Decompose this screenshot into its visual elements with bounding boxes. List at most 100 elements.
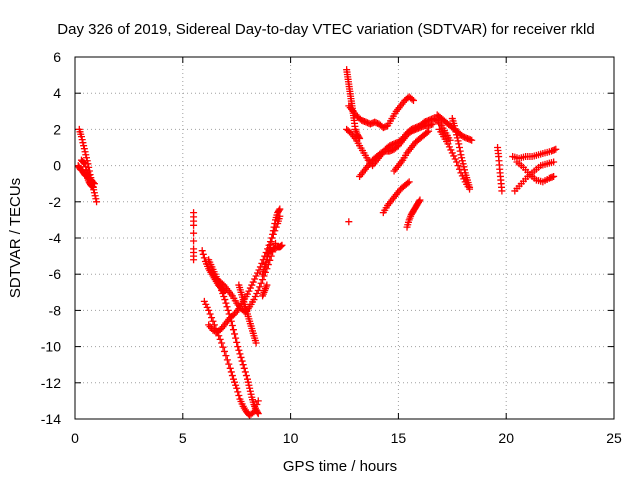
data-point [222, 299, 230, 307]
axis-ticks: 0 5 10 15 20 25 -14 -12 -10 -8 -6 -4 -2 0 2 4 6 [41, 49, 622, 446]
series-seg-d6 [403, 196, 424, 231]
y-tick-label: -4 [49, 230, 62, 246]
series-seg-g3 [513, 158, 558, 186]
data-point [231, 378, 239, 386]
data-point [234, 343, 242, 351]
y-tick-label: 4 [53, 85, 61, 101]
data-point [225, 360, 233, 368]
data-point [83, 166, 91, 174]
data-point [231, 330, 239, 338]
series-seg-c9 [259, 281, 271, 300]
series-seg-b1 [190, 209, 198, 264]
data-point [248, 281, 256, 289]
data-point [454, 162, 462, 170]
series-seg-a3 [77, 156, 98, 188]
data-point [190, 229, 198, 237]
data-point [266, 241, 274, 249]
data-point [461, 166, 469, 174]
data-point [91, 192, 99, 200]
data-point [221, 296, 229, 304]
data-point [276, 205, 284, 213]
data-point [416, 196, 424, 204]
y-tick-label: -10 [41, 339, 61, 355]
data-point [254, 286, 262, 294]
data-point [456, 147, 464, 155]
y-tick-label: 6 [53, 49, 61, 65]
data-point [345, 218, 353, 226]
data-point [269, 230, 277, 238]
data-point [208, 314, 216, 322]
data-point [237, 353, 245, 361]
data-point [278, 241, 286, 249]
data-point [202, 300, 210, 308]
data-point [219, 343, 227, 351]
series-seg-c2 [200, 297, 262, 419]
y-tick-label: -6 [49, 266, 62, 282]
data-point [240, 364, 248, 372]
data-point [218, 339, 226, 347]
data-point [409, 96, 417, 104]
data-point [460, 163, 468, 171]
data-point [82, 151, 90, 159]
plot-frame [74, 56, 615, 420]
data-point [254, 410, 262, 418]
data-point [81, 148, 89, 156]
data-point [93, 198, 101, 206]
data-point [245, 381, 253, 389]
data-point [444, 140, 452, 148]
data-point [227, 368, 235, 376]
data-point [226, 364, 234, 372]
data-point [236, 350, 244, 358]
data-point [228, 321, 236, 329]
data-point [92, 195, 100, 203]
data-point [242, 372, 250, 380]
y-tick-label: 2 [53, 121, 61, 137]
data-point [249, 278, 257, 286]
data-point [89, 178, 97, 186]
x-tick-label: 25 [606, 430, 622, 446]
y-tick-label: -8 [49, 302, 62, 318]
data-point [450, 122, 458, 130]
data-point [455, 144, 463, 151]
series-seg-d4 [356, 120, 437, 180]
data-point [79, 139, 87, 147]
data-point [209, 317, 217, 325]
data-point [466, 183, 474, 191]
data-point [250, 296, 258, 304]
data-point [270, 223, 278, 231]
data-point [445, 143, 453, 151]
x-axis-label: GPS time / hours [283, 458, 397, 475]
data-point [275, 206, 283, 214]
data-point [233, 338, 241, 346]
y-tick-label: -2 [49, 194, 62, 210]
y-axis-label: SDTVAR / TECUs [7, 178, 24, 298]
data-point [235, 391, 243, 399]
data-point [223, 356, 231, 364]
data-point [243, 375, 251, 383]
data-point [90, 180, 98, 188]
data-points [74, 66, 560, 419]
data-point [228, 372, 236, 380]
x-tick-label: 15 [391, 430, 407, 446]
y-tick-label: 0 [53, 158, 61, 174]
data-point [454, 137, 462, 145]
data-point [246, 284, 254, 292]
data-point [404, 179, 412, 187]
data-point [451, 155, 459, 163]
data-point [254, 397, 262, 405]
data-point [199, 250, 207, 258]
data-point [550, 172, 558, 180]
data-point [258, 259, 266, 267]
data-point [205, 306, 213, 314]
data-point [200, 297, 208, 305]
data-point [498, 187, 506, 195]
data-point [425, 127, 433, 135]
data-point [206, 310, 214, 318]
data-point [219, 290, 227, 298]
series-seg-d7 [390, 127, 433, 175]
data-point [216, 335, 224, 343]
series-seg-d5 [379, 178, 413, 217]
data-point [218, 286, 226, 294]
data-point [229, 326, 237, 334]
